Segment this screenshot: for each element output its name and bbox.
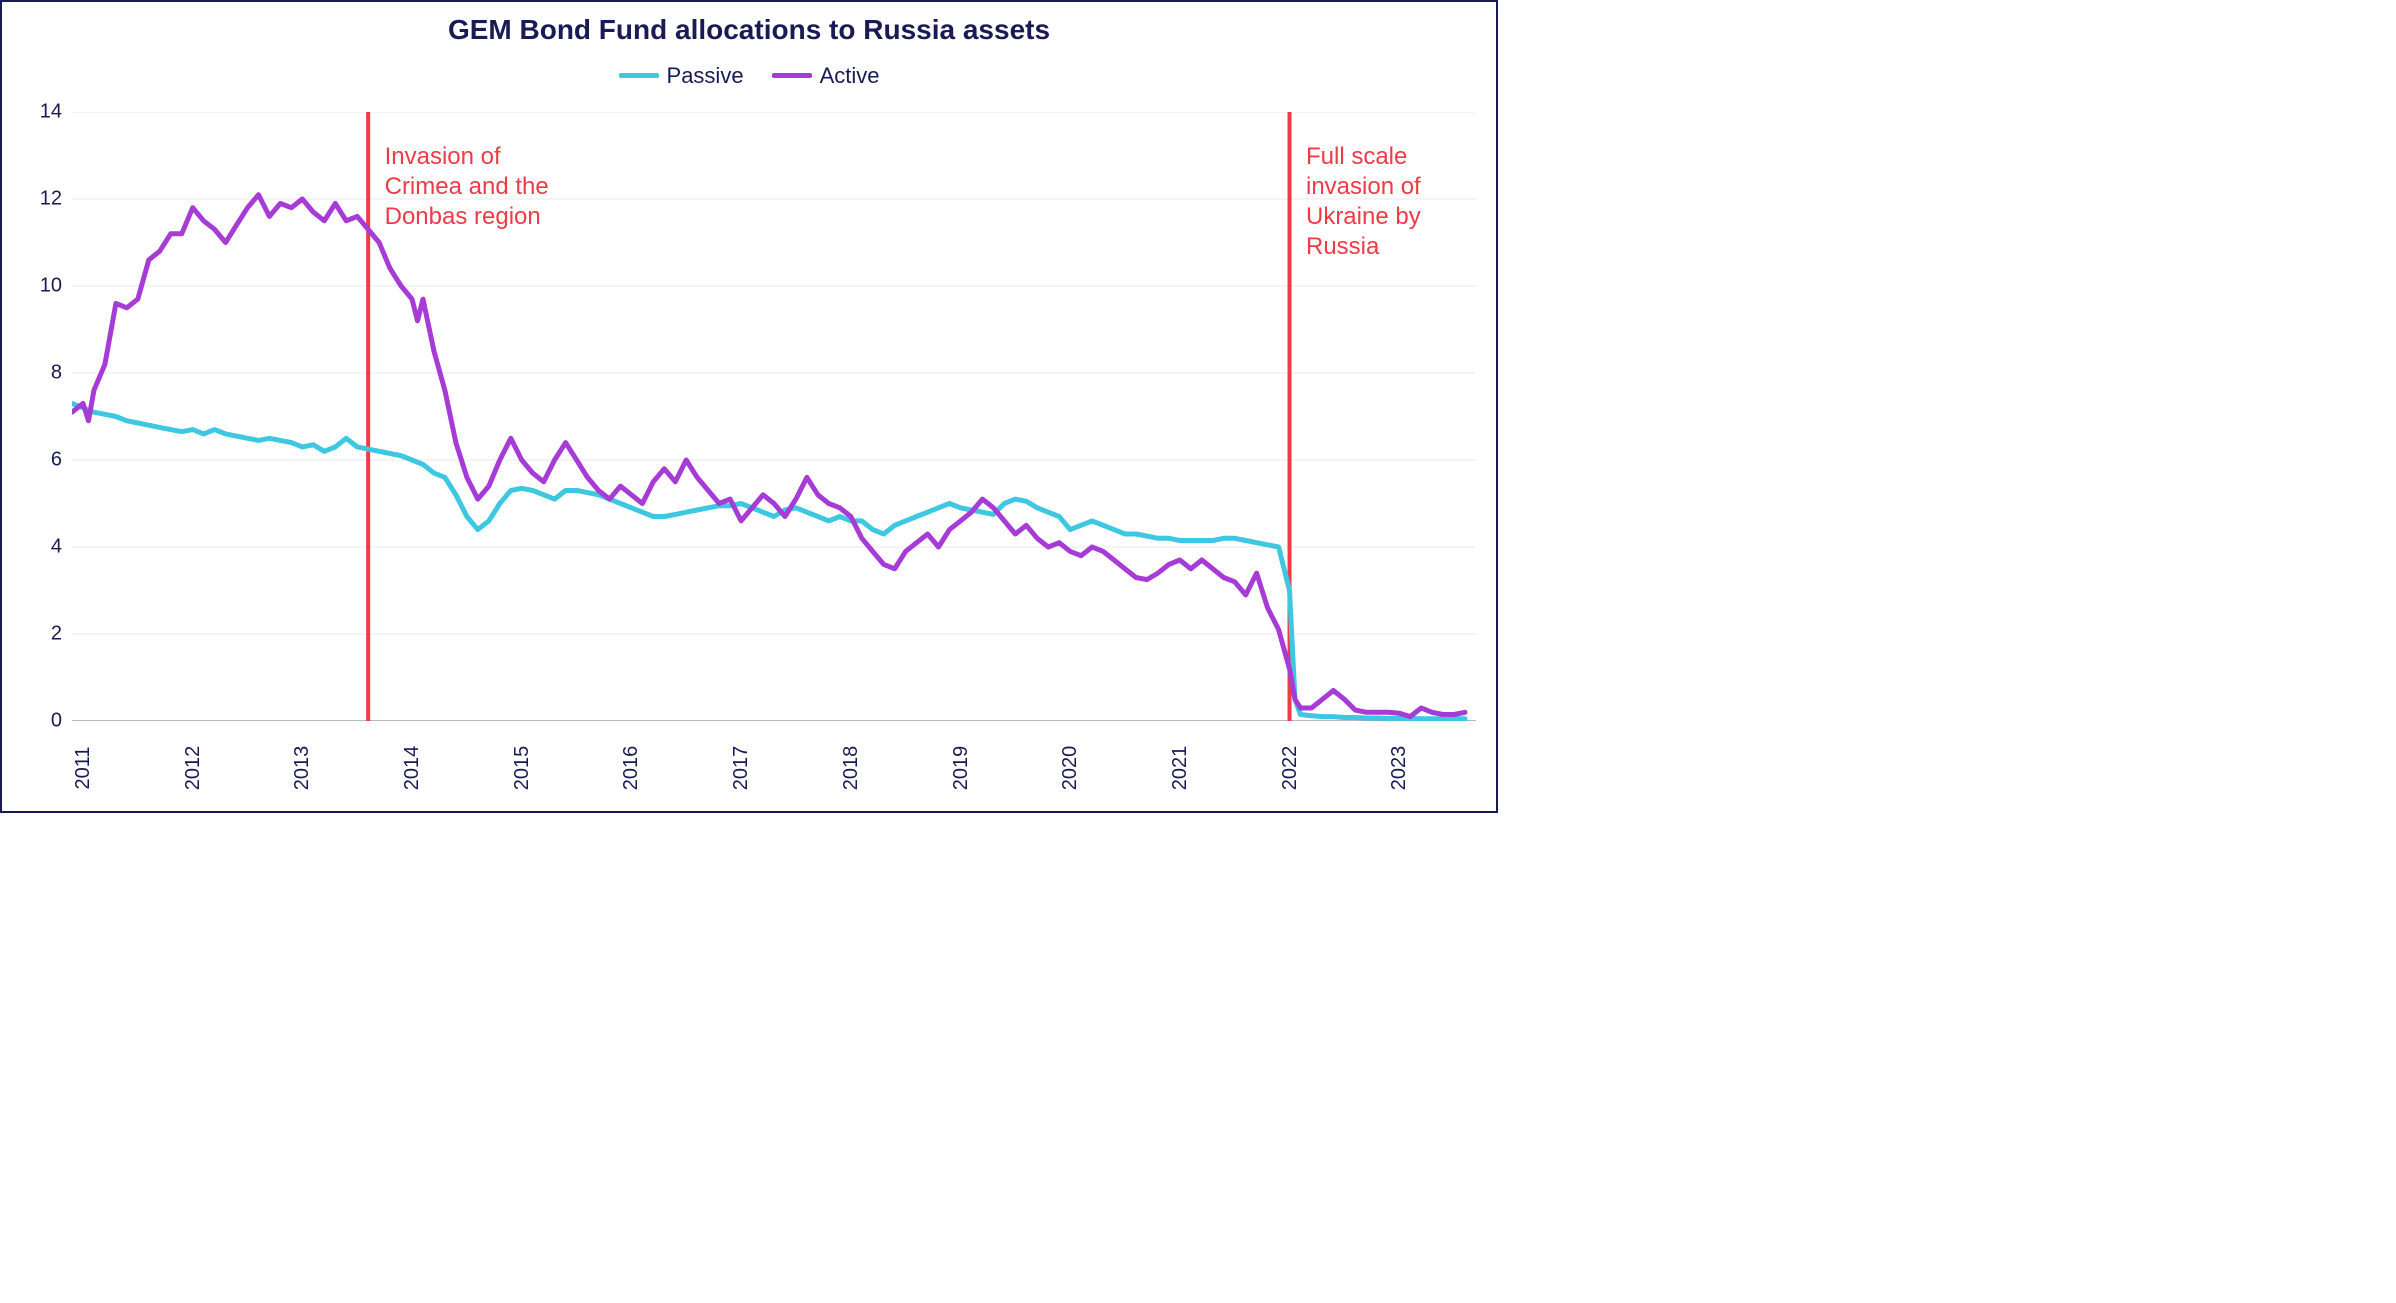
x-tick-label: 2017 [730, 746, 753, 791]
x-tick-label: 2019 [950, 746, 973, 791]
x-tick-label: 2023 [1388, 746, 1411, 791]
x-tick-label: 2014 [401, 746, 424, 791]
x-tick-label: 2016 [620, 746, 643, 791]
y-tick-label: 12 [22, 188, 62, 211]
y-tick-label: 14 [22, 101, 62, 124]
x-tick-label: 2020 [1059, 746, 1082, 791]
annotation: Full scale invasion of Ukraine by Russia [1306, 142, 1421, 262]
legend-item-passive: Passive [619, 63, 744, 89]
legend-label: Passive [667, 63, 744, 89]
y-tick-label: 2 [22, 623, 62, 646]
y-tick-label: 0 [22, 710, 62, 733]
chart-title: GEM Bond Fund allocations to Russia asse… [2, 14, 1496, 46]
legend-swatch [772, 73, 812, 78]
x-tick-label: 2021 [1169, 746, 1192, 791]
x-tick-label: 2011 [72, 746, 95, 789]
legend-swatch [619, 73, 659, 78]
x-tick-label: 2022 [1279, 746, 1302, 791]
legend-label: Active [820, 63, 880, 89]
legend-item-active: Active [772, 63, 880, 89]
x-tick-label: 2012 [182, 746, 205, 791]
plot-svg [72, 112, 1476, 721]
x-tick-label: 2013 [291, 746, 314, 791]
x-tick-label: 2018 [840, 746, 863, 791]
plot-area: 0246810121420112012201320142015201620172… [72, 112, 1476, 721]
y-tick-label: 10 [22, 275, 62, 298]
legend: Passive Active [2, 58, 1496, 89]
y-tick-label: 4 [22, 536, 62, 559]
chart-frame: GEM Bond Fund allocations to Russia asse… [0, 0, 1498, 813]
y-tick-label: 6 [22, 449, 62, 472]
y-tick-label: 8 [22, 362, 62, 385]
annotation: Invasion of Crimea and the Donbas region [385, 142, 549, 232]
x-tick-label: 2015 [511, 746, 534, 791]
